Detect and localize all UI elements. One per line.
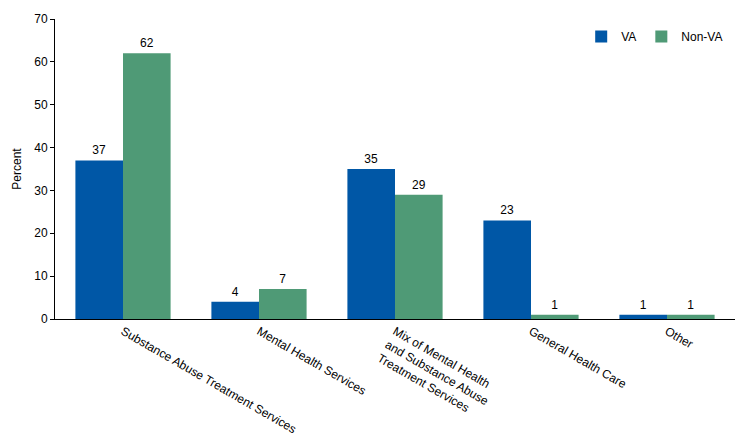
svg-text:29: 29 [412,178,426,192]
svg-text:Mix of Mental Healthand Substa: Mix of Mental Healthand Substance AbuseT… [375,324,499,422]
svg-text:Substance Abuse Treatment Serv: Substance Abuse Treatment Services [119,324,299,436]
svg-text:10: 10 [34,269,48,283]
svg-text:30: 30 [34,184,48,198]
svg-text:40: 40 [34,141,48,155]
svg-text:7: 7 [279,272,286,286]
svg-text:0: 0 [41,312,48,326]
svg-text:23: 23 [500,203,514,217]
svg-text:1: 1 [687,298,694,312]
svg-text:60: 60 [34,55,48,69]
svg-text:37: 37 [92,143,106,157]
svg-text:50: 50 [34,98,48,112]
svg-text:Percent: Percent [10,148,24,190]
svg-text:VA: VA [621,30,636,44]
svg-text:Mental Health Services: Mental Health Services [255,324,369,398]
svg-text:62: 62 [140,36,154,50]
svg-text:4: 4 [232,285,239,299]
svg-text:70: 70 [34,12,48,26]
svg-text:General Health Care: General Health Care [527,324,630,391]
svg-text:1: 1 [640,298,647,312]
svg-text:35: 35 [364,152,378,166]
svg-text:Non-VA: Non-VA [681,30,722,44]
svg-text:1: 1 [551,298,558,312]
svg-text:Other: Other [663,324,696,351]
svg-text:20: 20 [34,226,48,240]
